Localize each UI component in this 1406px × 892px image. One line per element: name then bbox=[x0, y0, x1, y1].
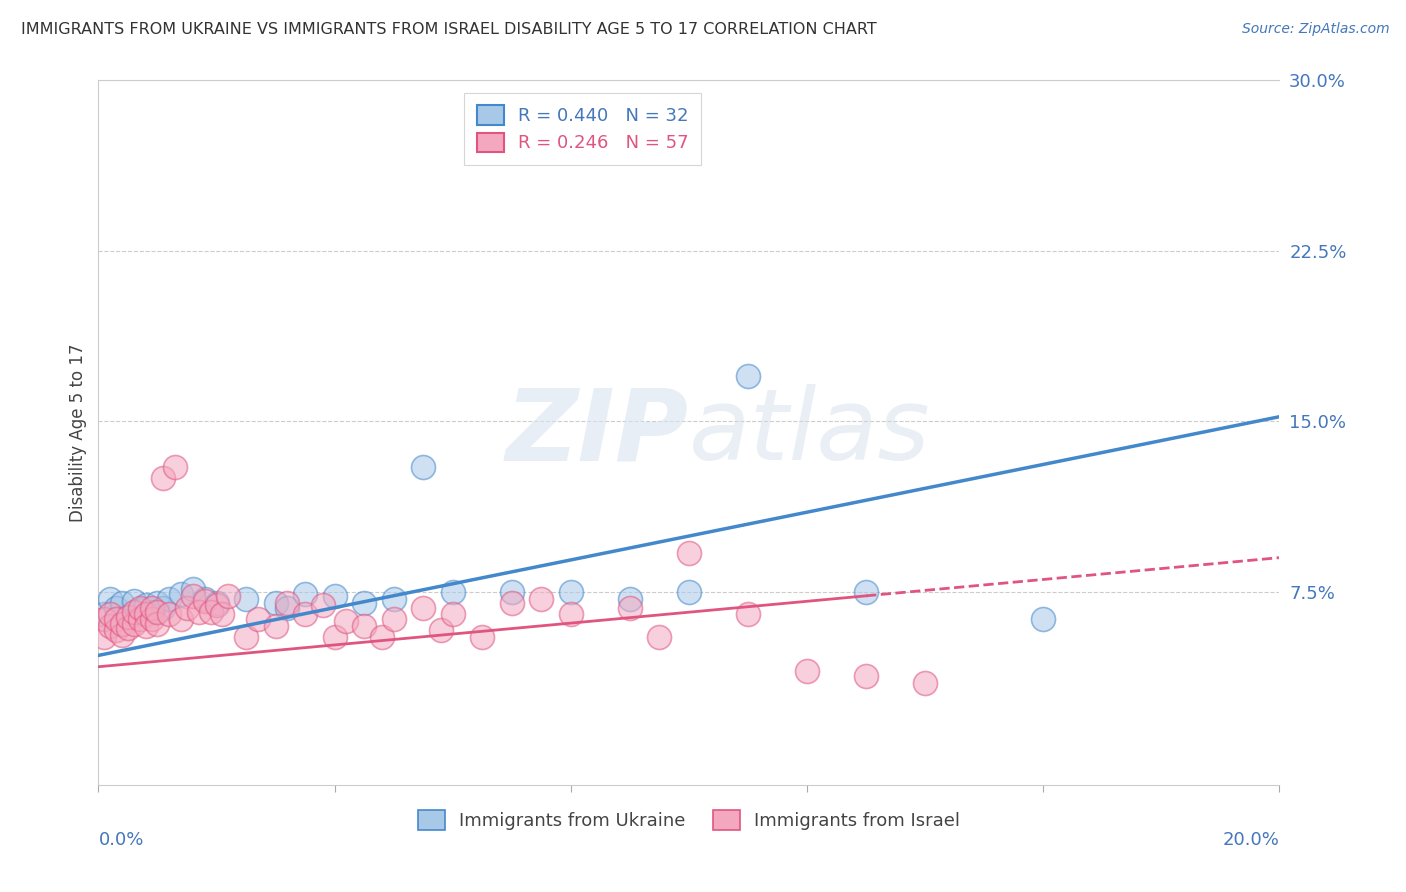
Point bbox=[165, 459, 187, 474]
Point bbox=[93, 607, 115, 622]
Point bbox=[246, 612, 269, 626]
Point bbox=[235, 591, 257, 606]
Point bbox=[135, 599, 157, 613]
Point bbox=[152, 471, 174, 485]
Point bbox=[335, 615, 357, 629]
Legend: Immigrants from Ukraine, Immigrants from Israel: Immigrants from Ukraine, Immigrants from… bbox=[409, 801, 969, 839]
Point bbox=[371, 630, 394, 644]
Y-axis label: Disability Age 5 to 17: Disability Age 5 to 17 bbox=[69, 343, 87, 522]
Point bbox=[205, 599, 228, 613]
Point bbox=[146, 596, 169, 610]
Point bbox=[128, 612, 150, 626]
Point bbox=[117, 609, 139, 624]
Point bbox=[135, 619, 157, 633]
Point bbox=[382, 591, 405, 606]
Point bbox=[264, 619, 287, 633]
Point bbox=[353, 619, 375, 633]
Point bbox=[276, 600, 298, 615]
Point bbox=[737, 607, 759, 622]
Point bbox=[501, 584, 523, 599]
Point bbox=[353, 596, 375, 610]
Point bbox=[530, 591, 553, 606]
Point bbox=[205, 596, 228, 610]
Point bbox=[501, 596, 523, 610]
Text: atlas: atlas bbox=[689, 384, 931, 481]
Point bbox=[1032, 612, 1054, 626]
Point bbox=[619, 591, 641, 606]
Point bbox=[678, 546, 700, 560]
Point bbox=[105, 612, 128, 626]
Text: 20.0%: 20.0% bbox=[1223, 830, 1279, 849]
Point bbox=[914, 675, 936, 690]
Point bbox=[312, 599, 335, 613]
Point bbox=[135, 607, 157, 622]
Point bbox=[117, 609, 139, 624]
Point bbox=[157, 607, 180, 622]
Point bbox=[194, 594, 217, 608]
Text: IMMIGRANTS FROM UKRAINE VS IMMIGRANTS FROM ISRAEL DISABILITY AGE 5 TO 17 CORRELA: IMMIGRANTS FROM UKRAINE VS IMMIGRANTS FR… bbox=[21, 22, 877, 37]
Point bbox=[619, 600, 641, 615]
Point bbox=[441, 607, 464, 622]
Point bbox=[217, 589, 239, 603]
Point bbox=[146, 605, 169, 619]
Point bbox=[471, 630, 494, 644]
Point bbox=[264, 596, 287, 610]
Point bbox=[294, 607, 316, 622]
Point bbox=[181, 589, 204, 603]
Point bbox=[323, 630, 346, 644]
Point bbox=[98, 607, 121, 622]
Point bbox=[128, 600, 150, 615]
Point bbox=[141, 612, 163, 626]
Text: Source: ZipAtlas.com: Source: ZipAtlas.com bbox=[1241, 22, 1389, 37]
Point bbox=[294, 587, 316, 601]
Point bbox=[146, 616, 169, 631]
Point bbox=[412, 600, 434, 615]
Point bbox=[737, 368, 759, 383]
Point bbox=[152, 600, 174, 615]
Text: ZIP: ZIP bbox=[506, 384, 689, 481]
Point bbox=[382, 612, 405, 626]
Point bbox=[796, 665, 818, 679]
Point bbox=[157, 591, 180, 606]
Point bbox=[855, 584, 877, 599]
Point bbox=[117, 621, 139, 635]
Point bbox=[93, 630, 115, 644]
Point bbox=[141, 605, 163, 619]
Point bbox=[441, 584, 464, 599]
Point bbox=[111, 628, 134, 642]
Text: 0.0%: 0.0% bbox=[98, 830, 143, 849]
Point bbox=[176, 600, 198, 615]
Point bbox=[323, 589, 346, 603]
Point bbox=[678, 584, 700, 599]
Point bbox=[181, 582, 204, 597]
Point bbox=[560, 584, 582, 599]
Point bbox=[200, 605, 222, 619]
Point bbox=[105, 600, 128, 615]
Point bbox=[98, 591, 121, 606]
Point bbox=[235, 630, 257, 644]
Point bbox=[560, 607, 582, 622]
Point bbox=[141, 600, 163, 615]
Point bbox=[855, 669, 877, 683]
Point bbox=[122, 616, 145, 631]
Point bbox=[187, 605, 209, 619]
Point bbox=[170, 587, 193, 601]
Point bbox=[111, 616, 134, 631]
Point bbox=[211, 607, 233, 622]
Point bbox=[122, 594, 145, 608]
Point bbox=[122, 605, 145, 619]
Point bbox=[194, 591, 217, 606]
Point bbox=[430, 624, 453, 638]
Point bbox=[111, 596, 134, 610]
Point bbox=[648, 630, 671, 644]
Point bbox=[276, 596, 298, 610]
Point bbox=[170, 612, 193, 626]
Point bbox=[128, 603, 150, 617]
Point bbox=[98, 619, 121, 633]
Point bbox=[105, 624, 128, 638]
Point bbox=[412, 459, 434, 474]
Point bbox=[93, 612, 115, 626]
